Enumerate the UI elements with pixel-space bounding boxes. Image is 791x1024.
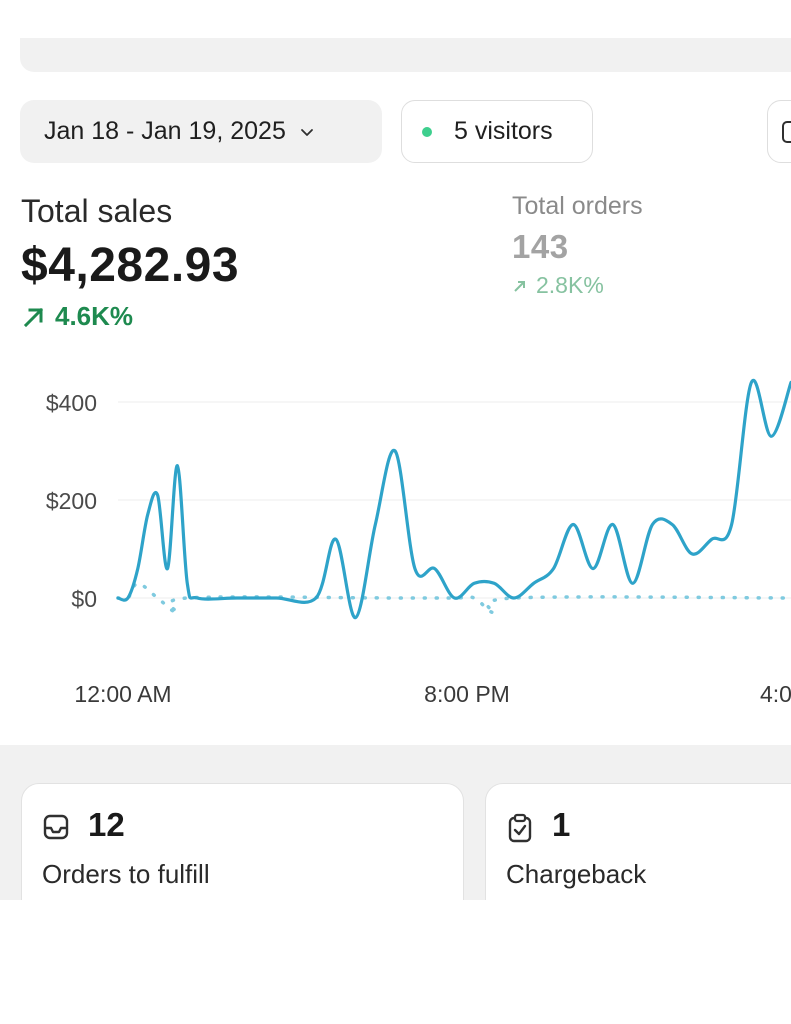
live-status-dot [422,126,432,137]
arrow-up-right-icon [514,280,525,292]
chargeback-label: Chargeback [506,859,647,889]
arrow-up-right-icon [23,307,44,327]
calendar-icon [782,121,791,143]
total-sales-change: 4.6K% [21,301,133,332]
clipboard-check-icon [508,813,532,843]
x-tick-label: 4:0 [760,681,791,707]
date-range-picker[interactable]: Jan 18 - Jan 19, 2025 [20,100,382,163]
total-orders-value: 143 [512,228,569,265]
comparison-series-line [116,581,791,615]
x-tick-label: 12:00 AM [74,681,171,707]
total-sales-label: Total sales [21,193,173,229]
orders-to-fulfill-card[interactable]: 12 Orders to fulfill [21,783,464,900]
orders-to-fulfill-count: 12 [88,806,125,843]
y-tick-label: $200 [46,488,97,514]
top-search-bar[interactable] [20,38,791,72]
date-range-label: Jan 18 - Jan 19, 2025 [44,117,286,145]
chevron-down-icon [300,128,313,136]
total-sales-value: $4,282.93 [21,239,240,292]
total-orders-label: Total orders [512,192,643,220]
live-visitors-button[interactable]: 5 visitors [401,100,593,163]
x-tick-label: 8:00 PM [424,681,510,707]
y-tick-label: $0 [71,586,97,612]
sales-line-chart: $400 $200 $0 12:00 AM 8:00 PM 4:0 [46,378,791,707]
current-series-line [116,378,791,620]
total-sales-change-value: 4.6K% [55,301,134,331]
inbox-icon [43,814,69,840]
chargeback-card[interactable]: 1 Chargeback [485,783,791,900]
total-orders-change-value: 2.8K% [536,272,604,298]
compare-button[interactable] [767,100,791,163]
total-orders-change: 2.8K% [512,272,604,299]
dashboard-screen: Jan 18 - Jan 19, 2025 5 visitors Total s… [0,38,791,900]
chargeback-count: 1 [552,806,571,843]
orders-to-fulfill-label: Orders to fulfill [42,859,210,889]
visitors-label: 5 visitors [454,117,553,145]
y-tick-label: $400 [46,390,97,416]
